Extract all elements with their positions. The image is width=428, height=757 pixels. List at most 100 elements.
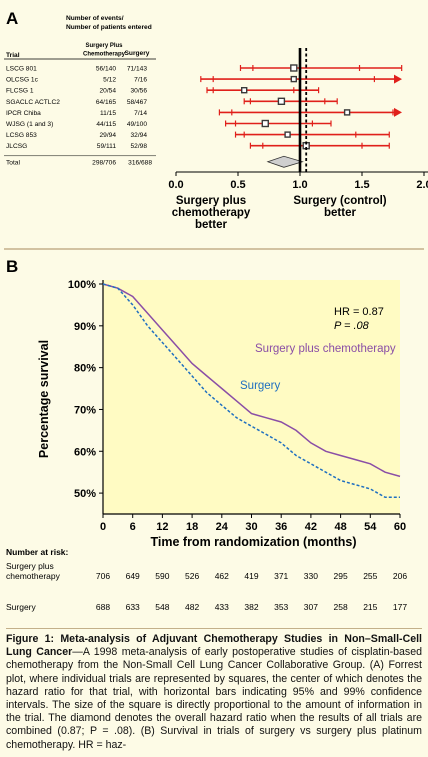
- forest-x-tick-label: 0.5: [230, 179, 245, 191]
- x-tick-label: 0: [100, 521, 106, 533]
- trial-row: IPCR Chiba 11/15 7/14: [6, 107, 402, 117]
- at-risk-row-label: Surgery plus: [6, 561, 54, 571]
- hr-square: [284, 131, 291, 138]
- at-risk-row-label: chemotherapy: [6, 571, 61, 581]
- trial-surgery-events: 30/56: [130, 88, 147, 95]
- col1-header: Chemotherapy: [83, 52, 126, 58]
- forest-plot: A Number of events/Number of patients ent…: [0, 0, 428, 248]
- figure-caption: Figure 1: Meta-analysis of Adjuvant Chem…: [6, 628, 422, 757]
- x-tick-label: 60: [394, 521, 406, 533]
- trial-chemo-events: 11/15: [100, 110, 116, 117]
- trial-surgery-events: 71/143: [127, 66, 148, 73]
- hr-square: [290, 64, 298, 72]
- y-tick-label: 70%: [74, 404, 96, 416]
- trial-chemo-events: 29/94: [99, 132, 116, 139]
- trial-name: WJSG (1 and 3): [6, 121, 53, 128]
- trial-row: SGACLC ACTLC2 64/165 58/467: [6, 97, 338, 106]
- at-risk-value: 433: [215, 602, 229, 612]
- right-favor-label: better: [324, 207, 356, 219]
- at-risk-value: 353: [274, 602, 288, 612]
- y-tick-label: 100%: [68, 279, 96, 291]
- forest-x-tick-label: 2.0: [416, 179, 428, 191]
- at-risk-value: 649: [126, 571, 140, 581]
- at-risk-value: 206: [393, 571, 407, 581]
- at-risk-value: 371: [274, 571, 288, 581]
- forest-plot-panel: A Number of events/Number of patients ent…: [0, 0, 428, 248]
- trial-name: FLCSG 1: [6, 88, 34, 95]
- hr-square: [277, 97, 286, 106]
- trial-chemo-events: 44/115: [96, 121, 116, 128]
- hr-square: [261, 119, 269, 128]
- trial-name: JLCSG: [6, 143, 27, 150]
- trial-name: OLCSG 1c: [6, 77, 39, 84]
- forest-x-tick-label: 1.0: [292, 179, 307, 191]
- total-surgery-events: 316/688: [128, 159, 152, 166]
- survival-plot: B 50% 60% 70% 80% 90% 100% 0 6 12 18 24 30 36 42 48 54 60…: [4, 248, 424, 612]
- left-favor-label: Surgery plus: [176, 195, 246, 207]
- at-risk-value: 307: [304, 602, 318, 612]
- caption-title: Figure 1: Meta-analysis of Adjuvant Chem…: [6, 633, 422, 659]
- x-tick-label: 36: [275, 521, 287, 533]
- x-tick-label: 18: [186, 521, 198, 533]
- at-risk-row: Surgery 688 633 548 482 433 382 353 307 258 215 177: [6, 602, 407, 612]
- left-favor-label: better: [195, 219, 227, 231]
- at-risk-value: 419: [244, 571, 258, 581]
- trial-chemo-events: 59/111: [97, 143, 117, 150]
- trial-surgery-events: 49/100: [127, 121, 148, 128]
- trial-name: LSCG 801: [6, 66, 37, 73]
- y-tick-label: 80%: [74, 363, 96, 375]
- trial-surgery-events: 58/467: [127, 99, 148, 106]
- trial-surgery-events: 7/16: [134, 77, 147, 84]
- trial-row: OLCSG 1c 5/12 7/16: [6, 74, 402, 84]
- at-risk-value: 706: [96, 571, 110, 581]
- panel-b-label: B: [6, 257, 18, 276]
- trial-name: LCSG 853: [6, 132, 37, 139]
- at-risk-value: 462: [215, 571, 229, 581]
- trial-header: Trial: [6, 52, 20, 59]
- right-favor-label: Surgery (control): [293, 195, 386, 207]
- hr-square: [240, 86, 248, 94]
- at-risk-row-label: Surgery: [6, 602, 37, 612]
- caption-body: —A 1998 meta-analysis of early postopera…: [6, 646, 422, 751]
- forest-x-tick-label: 1.5: [354, 179, 369, 191]
- y-tick-label: 90%: [74, 321, 96, 333]
- forest-x-tick-label: 0.0: [168, 179, 183, 191]
- left-favor-label: chemotherapy: [172, 207, 251, 219]
- trial-row: LCSG 853 29/94 32/94: [6, 131, 390, 139]
- y-tick-label: 50%: [74, 488, 96, 500]
- x-tick-label: 6: [130, 521, 136, 533]
- total-name: Total: [6, 159, 20, 166]
- trial-name: IPCR Chiba: [6, 110, 41, 117]
- ci-arrow: [394, 74, 402, 84]
- x-tick-label: 30: [245, 521, 257, 533]
- total-chemo-events: 298/706: [92, 159, 116, 166]
- at-risk-value: 548: [155, 602, 169, 612]
- panel-a-label: A: [6, 9, 18, 28]
- p-value-annotation: P = .08: [334, 320, 370, 332]
- hr-square: [290, 75, 297, 83]
- at-risk-value: 177: [393, 602, 407, 612]
- ci-arrow: [394, 107, 402, 117]
- y-tick-label: 60%: [74, 446, 96, 458]
- x-tick-label: 54: [364, 521, 377, 533]
- overall-diamond: [266, 155, 304, 168]
- at-risk-value: 330: [304, 571, 318, 581]
- surgery-series-label: Surgery: [240, 380, 281, 392]
- trial-chemo-events: 20/54: [99, 88, 116, 95]
- at-risk-value: 633: [126, 602, 140, 612]
- at-risk-value: 215: [363, 602, 377, 612]
- at-risk-value: 255: [363, 571, 377, 581]
- trial-row: JLCSG 59/111 52/98: [6, 141, 390, 150]
- surgery-survival-curve: [102, 283, 400, 499]
- hr-square: [343, 109, 351, 116]
- trial-name: SGACLC ACTLC2: [6, 99, 60, 106]
- trial-row: WJSG (1 and 3) 44/115 49/100: [6, 119, 332, 128]
- x-tick-label: 12: [156, 521, 168, 533]
- at-risk-value: 482: [185, 602, 199, 612]
- at-risk-value: 295: [334, 571, 348, 581]
- trial-surgery-events: 7/14: [134, 110, 147, 117]
- x-tick-label: 48: [334, 521, 346, 533]
- survival-plot-panel: B 50% 60% 70% 80% 90% 100% 0 6 12 18 24 30 36 42 48 54 60…: [0, 248, 428, 626]
- at-risk-value: 688: [96, 602, 110, 612]
